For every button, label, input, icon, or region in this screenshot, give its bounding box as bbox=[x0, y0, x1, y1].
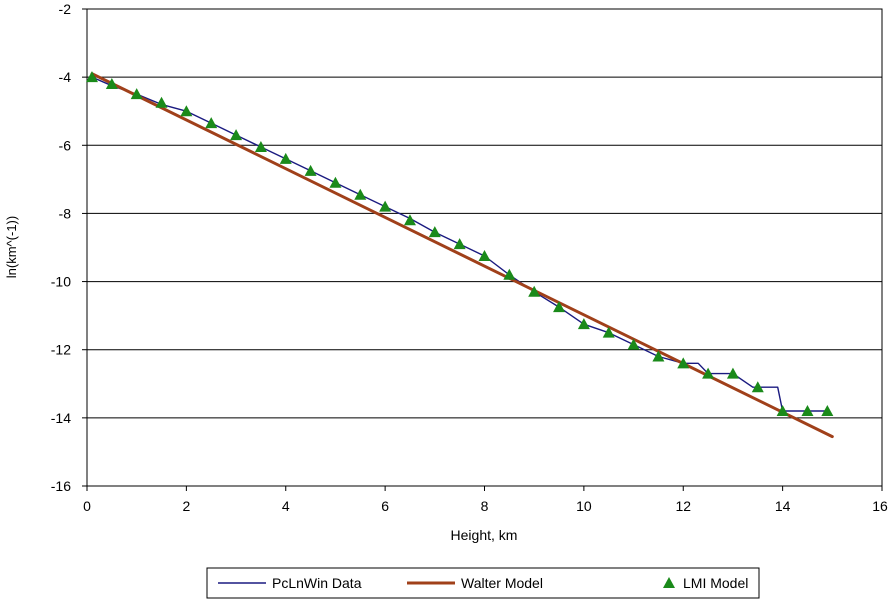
x-tick-label: 16 bbox=[872, 498, 888, 514]
data-point-lmi-model bbox=[105, 77, 118, 89]
data-point-lmi-model bbox=[453, 238, 466, 250]
data-point-lmi-model bbox=[821, 405, 834, 417]
data-point-lmi-model bbox=[503, 268, 516, 280]
axes: -16 -14 -12 -10 -8 -6 -4 -2 0 2 4 6 8 10 12 14 16 bbox=[51, 1, 888, 514]
x-tick-label: 10 bbox=[576, 498, 592, 514]
data-point-lmi-model bbox=[329, 176, 342, 188]
data-point-lmi-model bbox=[553, 301, 566, 313]
legend-label-walter: Walter Model bbox=[461, 575, 543, 591]
data-point-lmi-model bbox=[801, 405, 814, 417]
data-point-lmi-model bbox=[602, 326, 615, 338]
data-point-lmi-model bbox=[279, 152, 292, 164]
data-point-lmi-model bbox=[130, 88, 143, 100]
data-point-lmi-model bbox=[478, 250, 491, 262]
x-tick-label: 8 bbox=[481, 498, 489, 514]
data-point-lmi-model bbox=[379, 200, 392, 212]
data-point-lmi-model bbox=[726, 367, 739, 379]
data-point-lmi-model bbox=[702, 367, 715, 379]
y-tick-label: -6 bbox=[59, 137, 72, 153]
y-tick-label: -4 bbox=[59, 69, 72, 85]
y-tick-label: -10 bbox=[51, 274, 71, 290]
y-tick-label: -12 bbox=[51, 342, 71, 358]
y-tick-label: -14 bbox=[51, 410, 71, 426]
data-point-lmi-model bbox=[627, 338, 640, 350]
grid-lines bbox=[87, 8, 882, 487]
x-axis-label: Height, km bbox=[451, 527, 518, 543]
data-point-lmi-model bbox=[652, 350, 665, 362]
y-axis-label: ln(km^(-1)) bbox=[4, 216, 19, 278]
x-tick-label: 4 bbox=[282, 498, 290, 514]
legend-label-lmi: LMI Model bbox=[683, 575, 748, 591]
legend: PcLnWin Data Walter Model LMI Model bbox=[206, 567, 760, 599]
y-tick-label: -8 bbox=[59, 205, 72, 221]
x-tick-label: 14 bbox=[775, 498, 791, 514]
plot-area bbox=[86, 8, 883, 487]
data-point-lmi-model bbox=[403, 214, 416, 226]
series-layer bbox=[85, 71, 834, 439]
data-point-lmi-model bbox=[180, 105, 193, 117]
data-point-lmi-model bbox=[354, 188, 367, 200]
data-point-lmi-model bbox=[428, 226, 441, 238]
x-tick-label: 12 bbox=[675, 498, 691, 514]
x-tick-label: 6 bbox=[381, 498, 389, 514]
data-point-lmi-model bbox=[85, 71, 98, 83]
data-point-lmi-model bbox=[254, 140, 267, 152]
x-tick-label: 2 bbox=[182, 498, 190, 514]
data-point-lmi-model bbox=[230, 129, 243, 141]
x-tick-label: 0 bbox=[83, 498, 91, 514]
legend-marker-lmi bbox=[663, 577, 675, 588]
data-point-lmi-model bbox=[677, 357, 690, 369]
data-point-lmi-model bbox=[155, 96, 168, 108]
y-tick-label: -2 bbox=[59, 1, 72, 17]
data-point-lmi-model bbox=[751, 381, 764, 393]
legend-label-pclnwin: PcLnWin Data bbox=[272, 575, 362, 591]
data-point-lmi-model bbox=[577, 318, 590, 330]
data-point-lmi-model bbox=[205, 117, 218, 129]
data-point-lmi-model bbox=[304, 164, 317, 176]
data-point-lmi-model bbox=[528, 285, 541, 297]
y-tick-label: -16 bbox=[51, 478, 71, 494]
data-point-lmi-model bbox=[776, 405, 789, 417]
